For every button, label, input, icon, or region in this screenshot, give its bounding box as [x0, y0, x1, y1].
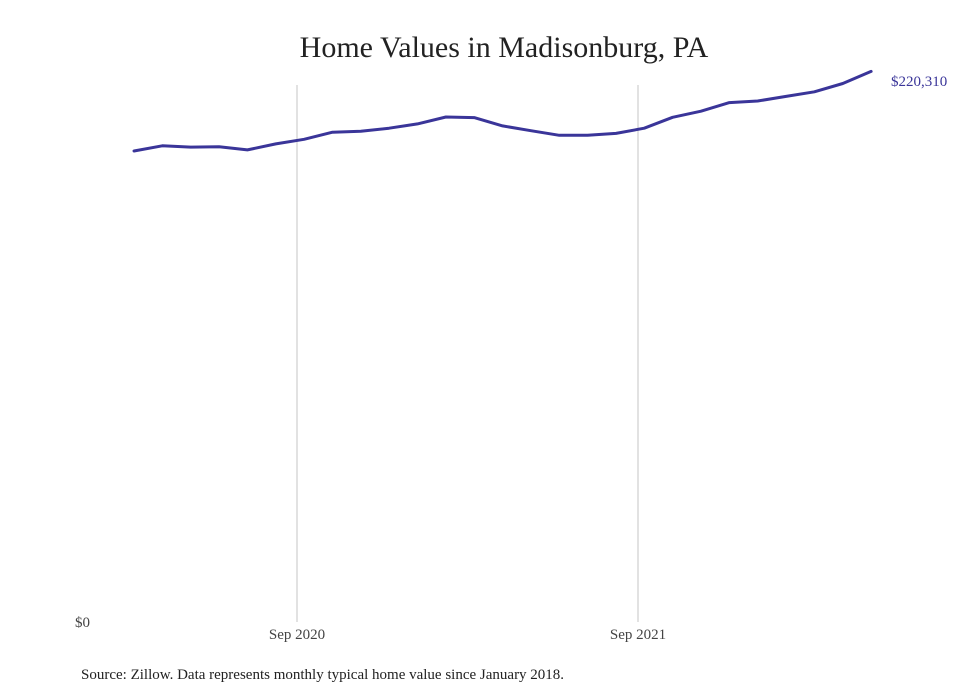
series-line-home-values	[132, 69, 873, 153]
x-tick-label-sep-2020: Sep 2020	[269, 627, 325, 643]
end-value-label: $220,310	[891, 74, 947, 90]
x-tick-label-sep-2021: Sep 2021	[610, 627, 666, 643]
y-tick-label-0: $0	[75, 615, 90, 631]
gridlines	[296, 85, 639, 622]
chart-title: Home Values in Madisonburg, PA	[299, 31, 709, 64]
source-note: Source: Zillow. Data represents monthly …	[81, 667, 565, 683]
